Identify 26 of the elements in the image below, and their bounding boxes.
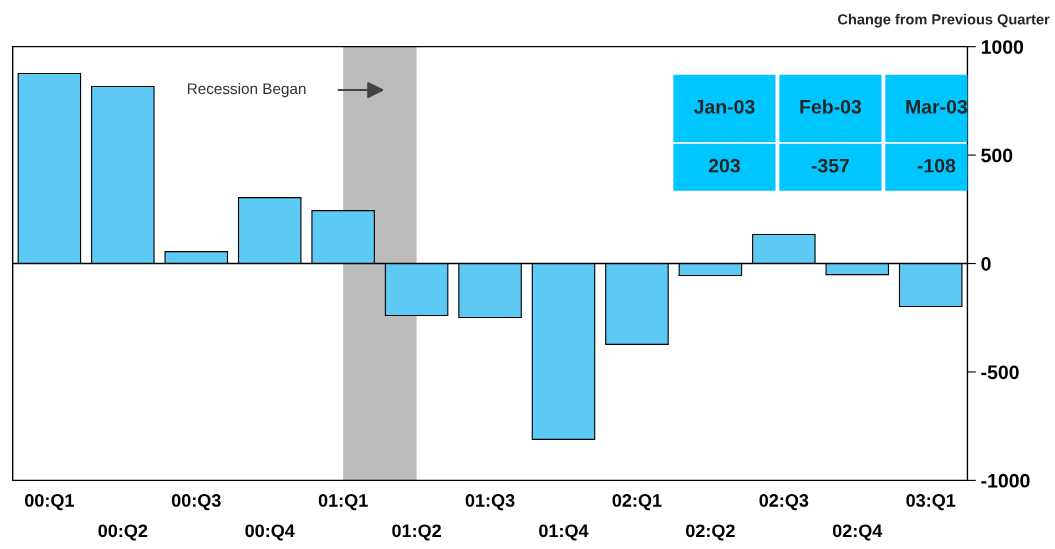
annotation: -108 (917, 158, 956, 173)
annotation: -357 (811, 158, 850, 173)
y-axis-title: Change from Previous Quarter (838, 13, 1050, 28)
y-tick-label: 500 (981, 148, 1013, 163)
band-label: Recession Began (187, 82, 306, 98)
x-tick-label: 00:Q3 (171, 494, 221, 511)
y-tick-label: 0 (981, 256, 991, 271)
annotation: Feb-03 (800, 99, 862, 114)
x-tick-label: 00:Q2 (98, 524, 148, 541)
x-tick-label: 03:Q1 (906, 494, 956, 511)
x-tick-label: 01:Q3 (465, 494, 515, 511)
annotation: 203 (708, 158, 740, 173)
x-tick-label: 02:Q3 (759, 494, 809, 511)
y-tick-label: 1000 (981, 40, 1024, 54)
y-tick-label: -500 (981, 365, 1019, 380)
x-tick-label: 02:Q4 (832, 524, 883, 541)
annotation: Mar-03 (906, 99, 968, 114)
x-tick-label: 01:Q1 (318, 494, 368, 511)
x-tick-label: 00:Q4 (245, 524, 295, 541)
annotation: Jan-03 (693, 99, 755, 114)
x-tick-label: 01:Q4 (539, 524, 589, 541)
x-tick-label: 00:Q1 (25, 494, 74, 511)
x-tick-label: 01:Q2 (392, 524, 441, 541)
x-tick-label: 02:Q2 (686, 524, 735, 541)
y-tick-label: -1000 (981, 473, 1030, 488)
x-tick-label: 02:Q1 (612, 494, 662, 511)
